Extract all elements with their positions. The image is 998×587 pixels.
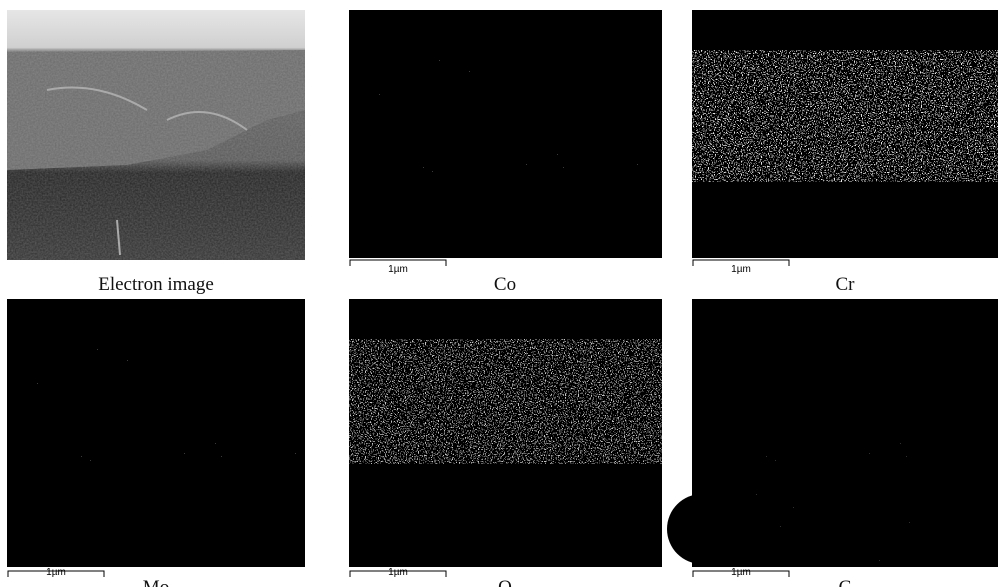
- caption: C: [839, 577, 852, 587]
- panel: 1µm Cr: [692, 10, 998, 295]
- scale-label: 1µm: [46, 567, 66, 578]
- panel: 1µm Mo: [7, 299, 305, 587]
- sparse-region: [349, 170, 662, 258]
- texture: [7, 50, 305, 260]
- sparse-region: [349, 299, 662, 339]
- caption: Mo: [143, 577, 169, 587]
- sparse-region: [692, 299, 998, 439]
- scale-label: 1µm: [388, 567, 408, 578]
- page: Electron image 1µm Co 1µm Cr 1µm Mo 1µm: [0, 0, 998, 587]
- caption: Co: [494, 274, 516, 295]
- caption: O: [498, 577, 512, 587]
- sparse-region: [349, 464, 662, 564]
- caption: Cr: [836, 274, 856, 295]
- scale-label: 1µm: [731, 264, 751, 275]
- panel: 1µm C: [667, 299, 998, 587]
- scale-label: 1µm: [731, 567, 751, 578]
- caption: Electron image: [98, 274, 214, 295]
- panel: 1µm Co: [349, 10, 662, 295]
- sparse-region: [692, 180, 998, 258]
- scale-label: 1µm: [388, 264, 408, 275]
- panel: Electron image: [7, 10, 305, 295]
- sparse-region: [692, 10, 998, 50]
- panel: 1µm O: [349, 299, 662, 587]
- figure: Electron image 1µm Co 1µm Cr 1µm Mo 1µm: [0, 0, 998, 587]
- sparse-region: [7, 464, 305, 564]
- void: [667, 494, 737, 564]
